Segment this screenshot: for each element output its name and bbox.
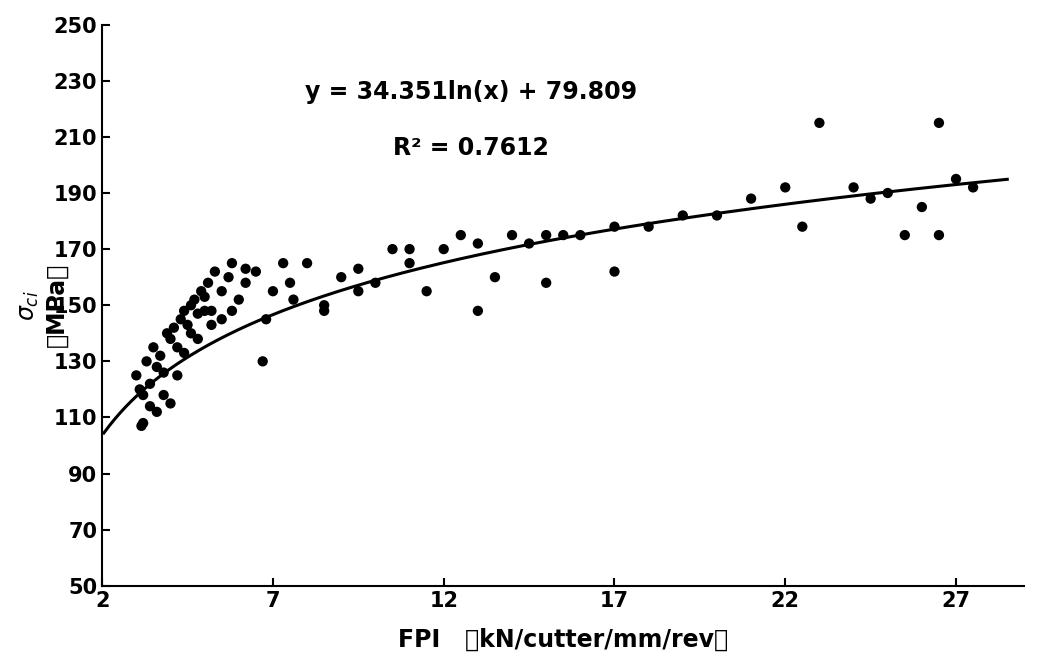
Point [675,210,691,221]
Point [128,370,145,381]
Point [176,305,193,316]
Point [931,230,947,240]
Point [155,389,172,400]
Point [224,258,240,269]
Y-axis label: $\sigma_{ci}$
（MPa）: $\sigma_{ci}$ （MPa） [17,263,69,347]
Point [193,286,209,297]
Point [145,342,161,353]
Point [197,305,213,316]
Point [173,314,189,325]
Point [182,300,199,311]
Point [333,272,350,283]
Point [350,286,366,297]
Point [213,286,230,297]
Point [282,277,299,288]
Point [189,333,206,344]
Point [206,267,223,277]
Point [200,277,217,288]
Point [162,398,179,409]
Point [469,305,486,316]
Point [520,238,537,249]
Point [743,193,760,204]
Point [237,277,254,288]
Point [931,118,947,128]
Point [169,370,185,381]
Text: R² = 0.7612: R² = 0.7612 [393,136,549,160]
Point [138,356,155,367]
Point [640,221,657,232]
Point [315,300,332,311]
Point [131,384,148,395]
Point [947,174,964,184]
Point [237,263,254,274]
Point [258,314,275,325]
Point [182,328,199,339]
Point [162,333,179,344]
Point [811,118,828,128]
Point [367,277,384,288]
Point [880,188,896,198]
Point [186,295,203,305]
Point [435,244,452,255]
Point [777,182,793,193]
Point [248,267,264,277]
Point [213,314,230,325]
Point [418,286,435,297]
Point [504,230,520,240]
Point [384,244,401,255]
Point [166,323,182,333]
Point [169,342,185,353]
Point [401,258,417,269]
Point [149,407,166,418]
Point [453,230,469,240]
Point [221,272,237,283]
Point [285,295,302,305]
Point [315,305,332,316]
Point [555,230,572,240]
Point [197,291,213,302]
Point [135,418,152,428]
Point [845,182,862,193]
Point [965,182,982,193]
Point [350,263,366,274]
Point [149,361,166,372]
Point [486,272,503,283]
Point [179,319,196,330]
Point [538,277,555,288]
Point [203,319,220,330]
X-axis label: FPI   （kN/cutter/mm/rev）: FPI （kN/cutter/mm/rev） [399,627,729,651]
Point [469,238,486,249]
Point [133,421,150,432]
Point [914,202,931,212]
Point [401,244,417,255]
Point [142,379,158,389]
Point [606,221,623,232]
Point [299,258,315,269]
Point [203,305,220,316]
Point [152,351,169,361]
Point [230,295,247,305]
Point [176,347,193,358]
Point [224,305,240,316]
Text: y = 34.351ln(x) + 79.809: y = 34.351ln(x) + 79.809 [305,80,637,104]
Point [862,193,879,204]
Point [572,230,588,240]
Point [275,258,291,269]
Point [155,367,172,378]
Point [158,328,175,339]
Point [142,401,158,411]
Point [606,267,623,277]
Point [189,309,206,319]
Point [709,210,726,221]
Point [254,356,271,367]
Point [264,286,281,297]
Point [538,230,555,240]
Point [896,230,913,240]
Point [794,221,811,232]
Point [135,389,152,400]
